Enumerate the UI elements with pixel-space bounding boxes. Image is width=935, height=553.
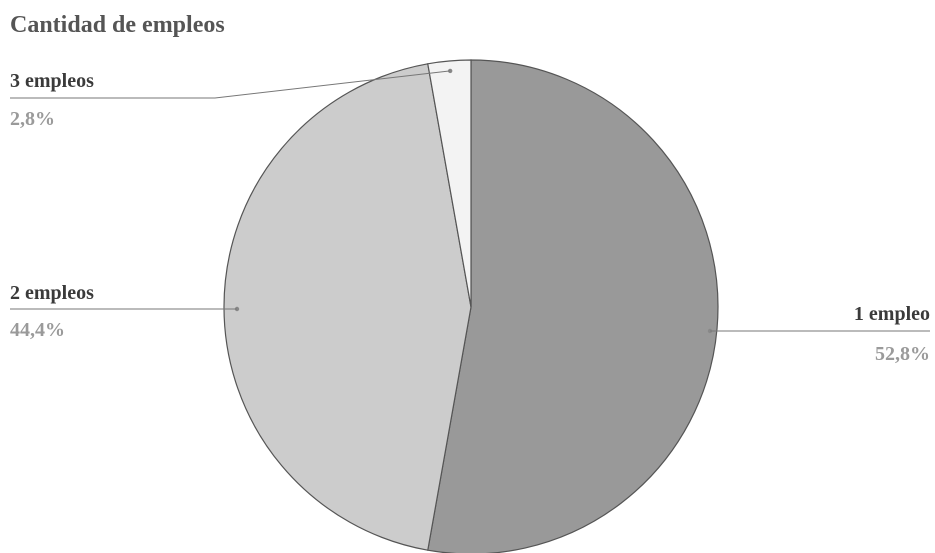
leader-line-3-empleos bbox=[10, 70, 451, 99]
pie-labels: 1 empleo 52,8% 2 empleos 44,4% 3 empleos 2,8% bbox=[10, 68, 930, 365]
slice-label-1-empleo: 1 empleo bbox=[854, 303, 930, 325]
pie-slices bbox=[223, 59, 719, 553]
pie-slice-1-empleo bbox=[427, 59, 719, 553]
slice-value-2-empleos: 44,4% bbox=[10, 319, 65, 341]
pie-slice-3-empleos bbox=[427, 59, 472, 308]
slice-label-2-empleos: 2 empleos bbox=[10, 282, 94, 304]
slice-value-1-empleo: 52,8% bbox=[875, 343, 930, 365]
chart-title: Cantidad de empleos bbox=[10, 12, 225, 38]
slice-value-3-empleos: 2,8% bbox=[10, 108, 55, 130]
slice-label-3-empleos: 3 empleos bbox=[10, 70, 94, 92]
pie-slice-2-empleos bbox=[223, 63, 472, 551]
